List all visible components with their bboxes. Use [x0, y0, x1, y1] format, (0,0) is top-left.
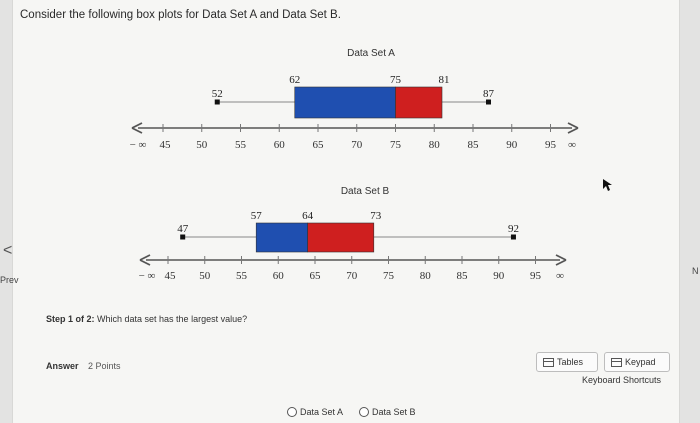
axis-left-arrow-b: [139, 254, 151, 266]
step-text: Which data set has the largest value?: [94, 314, 248, 324]
neg-infinity-label-b: − ∞: [139, 270, 156, 282]
tick-label-b: 55: [236, 270, 248, 282]
q1-value-label-a: 62: [289, 74, 300, 86]
tick-label-a: 60: [274, 139, 286, 151]
tick-label-b: 65: [310, 270, 322, 282]
plot-title-b: Data Set B: [341, 186, 390, 197]
keypad-label: Keypad: [625, 357, 656, 367]
tick-label-a: 90: [506, 139, 518, 151]
pos-infinity-label-a: ∞: [568, 139, 576, 151]
tick-label-a: 50: [196, 139, 208, 151]
tick-label-b: 70: [346, 270, 358, 282]
tick-label-b: 75: [383, 270, 395, 282]
min-marker-a: [214, 99, 220, 105]
plot-title-a: Data Set A: [347, 48, 395, 59]
min-value-label-b: 47: [177, 223, 189, 235]
next-link[interactable]: N: [692, 266, 699, 276]
max-value-label-b: 92: [508, 223, 519, 235]
min-marker-b: [180, 234, 186, 240]
tick-label-a: 85: [468, 139, 480, 151]
question-text: Consider the following box plots for Dat…: [20, 9, 341, 21]
axis-right-arrow-a: [567, 122, 579, 134]
max-value-label-a: 87: [483, 88, 495, 100]
prev-link[interactable]: Prev: [0, 275, 19, 285]
box-median-q3-a: [395, 86, 443, 119]
tables-label: Tables: [557, 357, 584, 367]
radio-circle-icon[interactable]: [287, 407, 297, 417]
tick-label-a: 45: [160, 139, 172, 151]
tick-label-a: 80: [429, 139, 441, 151]
answer-choices: Data Set A Data Set B: [287, 407, 416, 417]
q3-value-label-b: 73: [370, 210, 382, 222]
step-question: Step 1 of 2: Which data set has the larg…: [46, 314, 247, 324]
keypad-icon: [611, 357, 622, 367]
tick-label-b: 45: [165, 270, 177, 282]
median-value-label-b: 64: [302, 210, 314, 222]
tick-label-b: 60: [273, 270, 285, 282]
tick-label-b: 85: [457, 270, 469, 282]
tick-label-a: 55: [235, 139, 247, 151]
prev-chevron-icon[interactable]: <: [3, 242, 13, 259]
tick-label-a: 65: [313, 139, 325, 151]
step-prefix: Step 1 of 2:: [46, 314, 95, 324]
tick-label-a: 95: [545, 139, 557, 151]
min-value-label-a: 52: [212, 88, 223, 100]
box-median-q3-b: [307, 222, 375, 253]
choice-data-set-a[interactable]: Data Set A: [287, 407, 343, 417]
q3-value-label-a: 81: [439, 74, 450, 86]
choice-label: Data Set B: [372, 407, 416, 417]
keyboard-shortcuts-link[interactable]: Keyboard Shortcuts: [582, 375, 662, 385]
answer-label: Answer: [46, 361, 79, 371]
box-q1-median-a: [294, 86, 396, 119]
mouse-cursor-icon: [603, 179, 612, 191]
keypad-button[interactable]: Keypad: [604, 352, 670, 372]
tick-label-a: 75: [390, 139, 402, 151]
axis-left-arrow-a: [131, 122, 143, 134]
axis-right-arrow-b: [555, 254, 567, 266]
choice-label: Data Set A: [300, 407, 344, 417]
choice-data-set-b[interactable]: Data Set B: [359, 407, 416, 417]
neg-infinity-label-a: − ∞: [130, 139, 147, 151]
tick-label-b: 90: [493, 270, 505, 282]
tick-label-b: 95: [530, 270, 542, 282]
q1-value-label-b: 57: [251, 210, 263, 222]
tables-button[interactable]: Tables: [536, 352, 598, 372]
points-label: 2 Points: [88, 361, 121, 371]
tick-label-b: 80: [420, 270, 432, 282]
max-marker-a: [486, 99, 491, 105]
radio-circle-icon[interactable]: [359, 407, 370, 417]
max-marker-b: [510, 234, 516, 240]
table-icon: [543, 357, 554, 367]
box-q1-median-b: [255, 222, 308, 253]
tick-label-a: 70: [351, 139, 363, 151]
median-value-label-a: 75: [390, 74, 402, 86]
pos-infinity-label-b: ∞: [556, 270, 564, 282]
tick-label-b: 50: [199, 270, 211, 282]
